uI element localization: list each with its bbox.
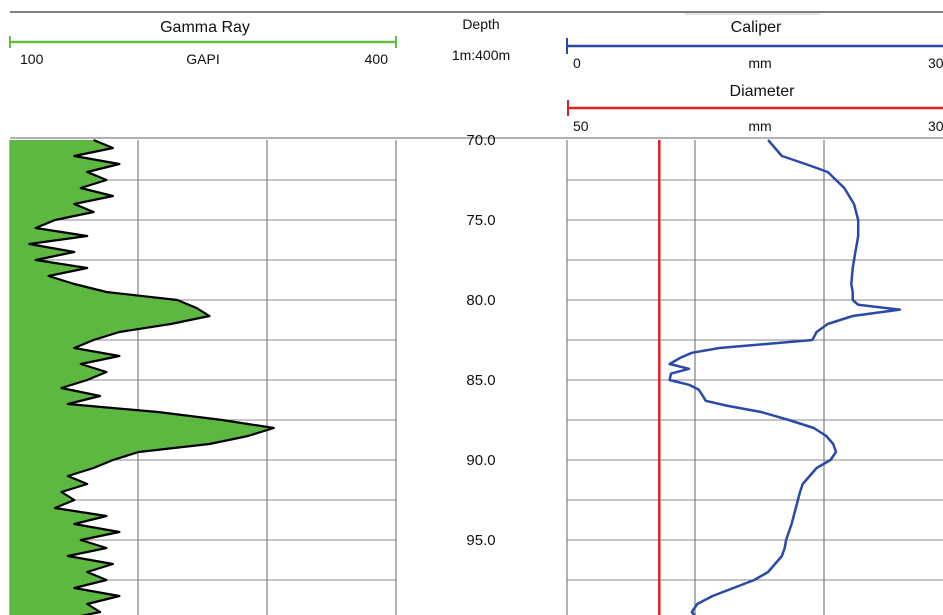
caliper-max-label: 300 [928,55,943,71]
caliper-unit-label: mm [748,55,771,71]
depth-tick-label: 80.0 [466,292,495,309]
depth-tick-label: 100.0 [462,612,500,615]
caliper-track-title: Caliper [731,19,782,36]
depth-labels-layer: 70.0 75.0 80.0 85.0 90.0 95.0 100.0 [462,132,500,615]
caliper-curve [668,139,902,615]
diameter-min-label: 50 [573,118,589,134]
plot-grid [9,140,943,615]
diameter-track-title: Diameter [730,83,796,100]
gamma-unit-label: GAPI [186,51,219,67]
caliper-layer [658,139,902,615]
gamma-ray-fill [10,140,274,615]
depth-scale-label: 1m:400m [452,47,510,63]
diameter-unit-label: mm [748,118,771,134]
gamma-max-label: 400 [365,51,389,67]
diameter-max-label: 300 [928,118,943,134]
gamma-track-title: Gamma Ray [160,19,250,36]
gamma-ray-layer [10,138,275,615]
gamma-ray-curve [28,138,275,615]
caliper-min-label: 0 [573,55,581,71]
depth-tick-label: 70.0 [466,132,495,149]
depth-tick-label: 95.0 [466,532,495,549]
gamma-min-label: 100 [20,51,44,67]
depth-tick-label: 75.0 [466,212,495,229]
depth-tick-label: 85.0 [466,372,495,389]
depth-tick-label: 90.0 [466,452,495,469]
depth-track-title: Depth [462,16,499,32]
